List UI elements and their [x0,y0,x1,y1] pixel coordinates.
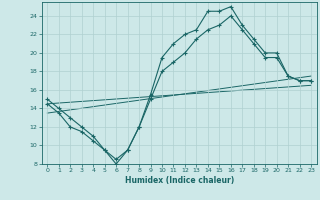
X-axis label: Humidex (Indice chaleur): Humidex (Indice chaleur) [124,176,234,185]
